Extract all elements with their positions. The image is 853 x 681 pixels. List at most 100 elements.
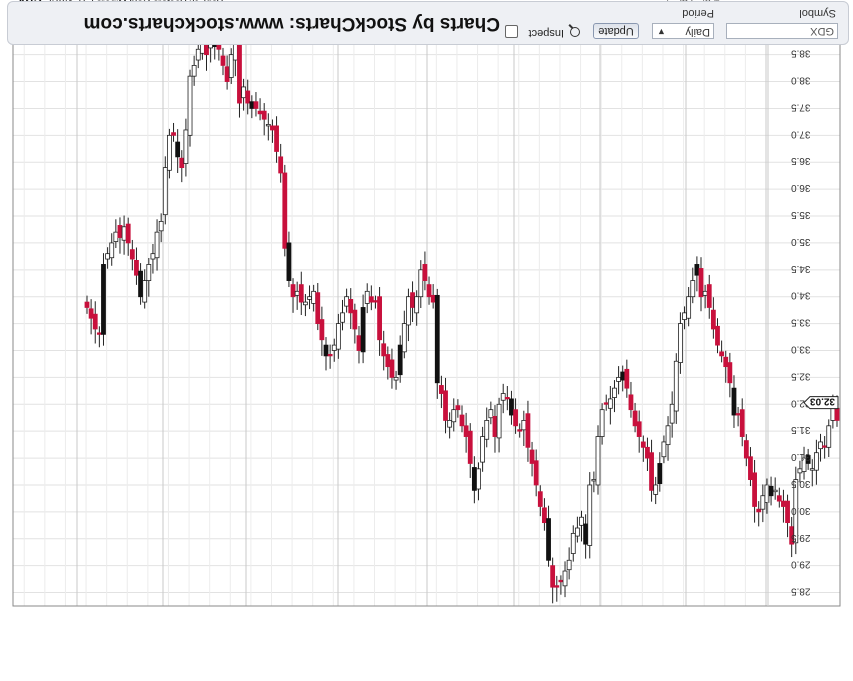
chart-toolbar: Symbol Daily ▼ Period Update Inspect Cha… bbox=[7, 1, 849, 45]
candle-body bbox=[550, 565, 556, 588]
candle-body bbox=[406, 296, 411, 326]
candle-body bbox=[636, 421, 642, 437]
candle-body bbox=[542, 507, 547, 524]
candle-body bbox=[121, 226, 127, 241]
candle-body bbox=[546, 518, 551, 561]
candle-body bbox=[451, 409, 457, 423]
candle-body bbox=[743, 440, 749, 459]
candle-body bbox=[257, 110, 263, 115]
candle-body bbox=[826, 425, 832, 448]
candle-body bbox=[739, 409, 745, 437]
candle-body bbox=[393, 376, 399, 381]
candle-body bbox=[645, 446, 650, 459]
candle-body bbox=[801, 457, 807, 472]
candle-body bbox=[537, 491, 543, 507]
candle-body bbox=[195, 48, 201, 61]
candle-body bbox=[620, 371, 626, 381]
price-tick-label: 31.0 bbox=[791, 451, 811, 462]
candle-body bbox=[274, 125, 279, 152]
candle-body bbox=[818, 441, 823, 450]
candle-body bbox=[715, 325, 720, 346]
price-tick-label: 29.0 bbox=[791, 559, 811, 570]
candle-body bbox=[105, 253, 111, 260]
update-button[interactable]: Update bbox=[593, 23, 639, 39]
candle-body bbox=[150, 253, 156, 260]
candle-body bbox=[290, 284, 296, 298]
candle-body bbox=[657, 463, 663, 485]
candle-body bbox=[665, 425, 671, 446]
candle-body bbox=[368, 296, 374, 303]
candle-body bbox=[88, 308, 94, 319]
candle-body bbox=[628, 394, 634, 411]
candle-body bbox=[595, 436, 601, 486]
candle-body bbox=[504, 397, 510, 400]
candle-body bbox=[731, 387, 737, 416]
symbol-input[interactable] bbox=[726, 23, 838, 39]
candle-body bbox=[138, 270, 143, 298]
candle-body bbox=[278, 156, 284, 174]
price-tick-label: 34.0 bbox=[791, 290, 811, 301]
candle-body bbox=[179, 157, 185, 169]
price-tick-label: 32.5 bbox=[791, 370, 811, 381]
period-select[interactable]: Daily ▼ bbox=[652, 23, 714, 39]
candle-body bbox=[348, 298, 354, 314]
candle-body bbox=[727, 362, 733, 384]
price-tick-label: 28.5 bbox=[791, 586, 811, 597]
candle-body bbox=[187, 75, 193, 136]
candle-body bbox=[772, 489, 778, 493]
candle-body bbox=[455, 405, 461, 411]
last-price-label: 32.03 bbox=[810, 396, 835, 407]
inspect-checkbox[interactable] bbox=[505, 25, 518, 38]
candle-body bbox=[616, 376, 621, 382]
candle-body bbox=[245, 90, 251, 104]
candle-body bbox=[834, 407, 840, 421]
price-tick-label: 38.5 bbox=[791, 48, 811, 59]
candle-body bbox=[690, 280, 696, 298]
price-tick-label: 32.0 bbox=[791, 397, 811, 408]
candle-body bbox=[183, 129, 189, 164]
candle-body bbox=[525, 413, 531, 448]
candle-body bbox=[237, 38, 242, 104]
candle-body bbox=[574, 527, 580, 537]
magnifier-icon bbox=[570, 27, 580, 37]
candle-body bbox=[373, 300, 378, 303]
candle-body bbox=[356, 335, 362, 351]
candle-body bbox=[129, 249, 135, 260]
price-tick-label: 30.0 bbox=[791, 505, 811, 516]
candle-body bbox=[496, 403, 502, 439]
candle-body bbox=[509, 398, 514, 416]
period-value: Daily bbox=[685, 26, 710, 38]
candle-body bbox=[471, 467, 477, 491]
candle-body bbox=[484, 420, 490, 440]
candle-body bbox=[447, 420, 453, 428]
candle-body bbox=[682, 312, 687, 320]
candle-body bbox=[158, 221, 164, 232]
candle-body bbox=[171, 132, 176, 136]
candle-body bbox=[270, 125, 275, 131]
candle-body bbox=[735, 413, 741, 416]
price-tick-label: 29.5 bbox=[791, 532, 811, 543]
candle-body bbox=[463, 425, 469, 437]
price-tick-label: 38.0 bbox=[791, 75, 811, 86]
candle-body bbox=[125, 223, 131, 244]
candle-body bbox=[521, 420, 527, 431]
candle-body bbox=[570, 532, 576, 554]
last-price-tag bbox=[803, 396, 839, 410]
candle-body bbox=[603, 402, 609, 405]
candle-body bbox=[612, 387, 617, 398]
candle-body bbox=[776, 495, 782, 502]
candle-body bbox=[352, 309, 358, 330]
candle-body bbox=[822, 445, 828, 448]
candle-body bbox=[175, 141, 181, 158]
candle-body bbox=[554, 585, 560, 588]
symbol-label: Symbol bbox=[799, 7, 836, 19]
candle-body bbox=[167, 134, 172, 171]
candle-body bbox=[702, 290, 708, 296]
candle-body bbox=[249, 101, 255, 109]
candle-body bbox=[661, 441, 667, 458]
candle-body bbox=[781, 500, 786, 507]
price-tick-label: 31.5 bbox=[791, 424, 811, 435]
candle-body bbox=[756, 508, 762, 513]
candle-body bbox=[768, 485, 774, 497]
candle-body bbox=[430, 294, 436, 303]
